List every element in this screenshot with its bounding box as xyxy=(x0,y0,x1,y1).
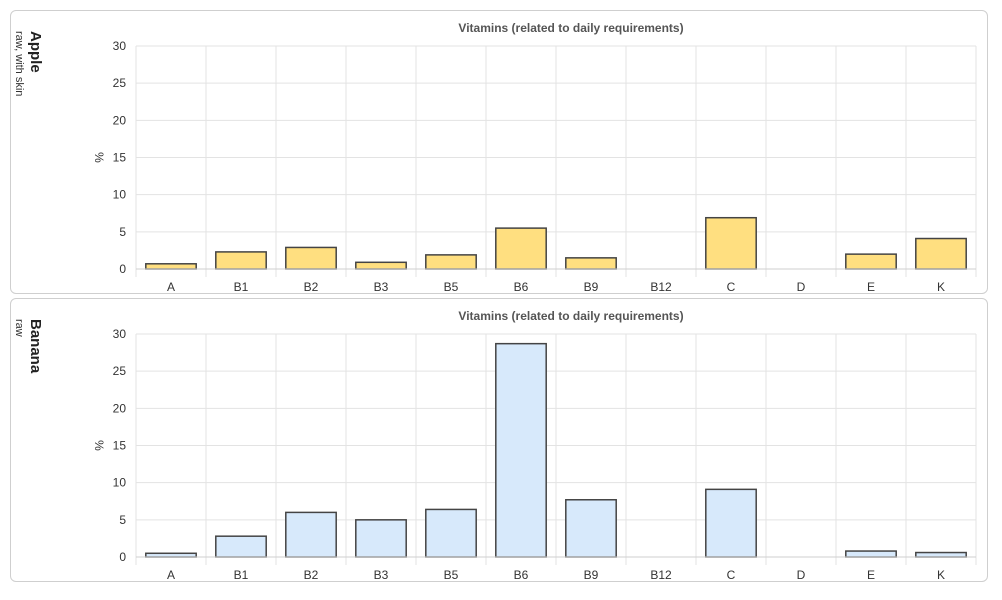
chart-panel-apple: Apple raw, with skin Vitamins (related t… xyxy=(10,10,988,294)
x-tick-label: D xyxy=(797,568,806,581)
x-tick-label: B2 xyxy=(304,280,319,293)
x-tick-label: B1 xyxy=(234,280,249,293)
y-tick-label: 25 xyxy=(113,364,127,378)
chart-title: Vitamins (related to daily requirements) xyxy=(458,309,683,323)
y-tick-label: 0 xyxy=(119,262,126,276)
x-tick-label: B5 xyxy=(444,280,459,293)
x-tick-label: A xyxy=(167,568,175,581)
y-tick-label: 10 xyxy=(113,188,127,202)
x-tick-label: B2 xyxy=(304,568,319,581)
x-tick-label: B3 xyxy=(374,280,389,293)
bar-K xyxy=(915,237,967,270)
x-tick-label: B6 xyxy=(514,568,529,581)
x-tick-label: E xyxy=(867,568,875,581)
bar-B6 xyxy=(495,342,547,558)
y-axis-label: % xyxy=(92,440,106,451)
x-tick-label: B12 xyxy=(650,280,672,293)
bar-B2 xyxy=(285,511,337,558)
bar-C xyxy=(705,488,757,558)
bar-B5 xyxy=(425,254,477,270)
x-tick-label: K xyxy=(937,568,945,581)
x-tick-label: B6 xyxy=(514,280,529,293)
x-tick-label: D xyxy=(797,280,806,293)
y-tick-label: 5 xyxy=(119,513,126,527)
bar-A xyxy=(145,263,197,270)
bar-C xyxy=(705,216,757,270)
bar-E xyxy=(845,253,897,270)
bar-B3 xyxy=(355,519,407,558)
bar-B2 xyxy=(285,246,337,270)
y-tick-label: 25 xyxy=(113,76,127,90)
bar-E xyxy=(845,550,897,558)
y-tick-label: 20 xyxy=(113,401,127,415)
x-tick-label: B1 xyxy=(234,568,249,581)
chart-title: Vitamins (related to daily requirements) xyxy=(458,21,683,35)
y-axis-label: % xyxy=(92,152,106,163)
bar-B9 xyxy=(565,499,617,558)
bar-B3 xyxy=(355,261,407,270)
bar-B9 xyxy=(565,257,617,270)
bar-B1 xyxy=(215,535,267,558)
x-tick-label: K xyxy=(937,280,945,293)
bar-A xyxy=(145,552,197,558)
y-tick-label: 30 xyxy=(113,327,127,341)
y-tick-label: 10 xyxy=(113,476,127,490)
y-tick-label: 15 xyxy=(113,151,127,165)
y-tick-label: 30 xyxy=(113,39,127,53)
x-tick-label: B3 xyxy=(374,568,389,581)
bar-K xyxy=(915,551,967,558)
x-tick-label: B9 xyxy=(584,568,599,581)
bar-B6 xyxy=(495,227,547,270)
x-tick-label: C xyxy=(727,568,736,581)
x-tick-label: B5 xyxy=(444,568,459,581)
x-tick-label: B12 xyxy=(650,568,672,581)
bar-B5 xyxy=(425,508,477,558)
x-tick-label: A xyxy=(167,280,175,293)
chart-panel-banana: Banana raw Vitamins (related to daily re… xyxy=(10,298,988,582)
y-tick-label: 20 xyxy=(113,113,127,127)
x-tick-label: C xyxy=(727,280,736,293)
x-tick-label: B9 xyxy=(584,280,599,293)
bar-B1 xyxy=(215,251,267,270)
bar-chart: Vitamins (related to daily requirements)… xyxy=(92,21,977,293)
x-tick-label: E xyxy=(867,280,875,293)
y-tick-label: 15 xyxy=(113,439,127,453)
y-tick-label: 0 xyxy=(119,550,126,564)
y-tick-label: 5 xyxy=(119,225,126,239)
bar-chart: Vitamins (related to daily requirements)… xyxy=(92,309,977,581)
